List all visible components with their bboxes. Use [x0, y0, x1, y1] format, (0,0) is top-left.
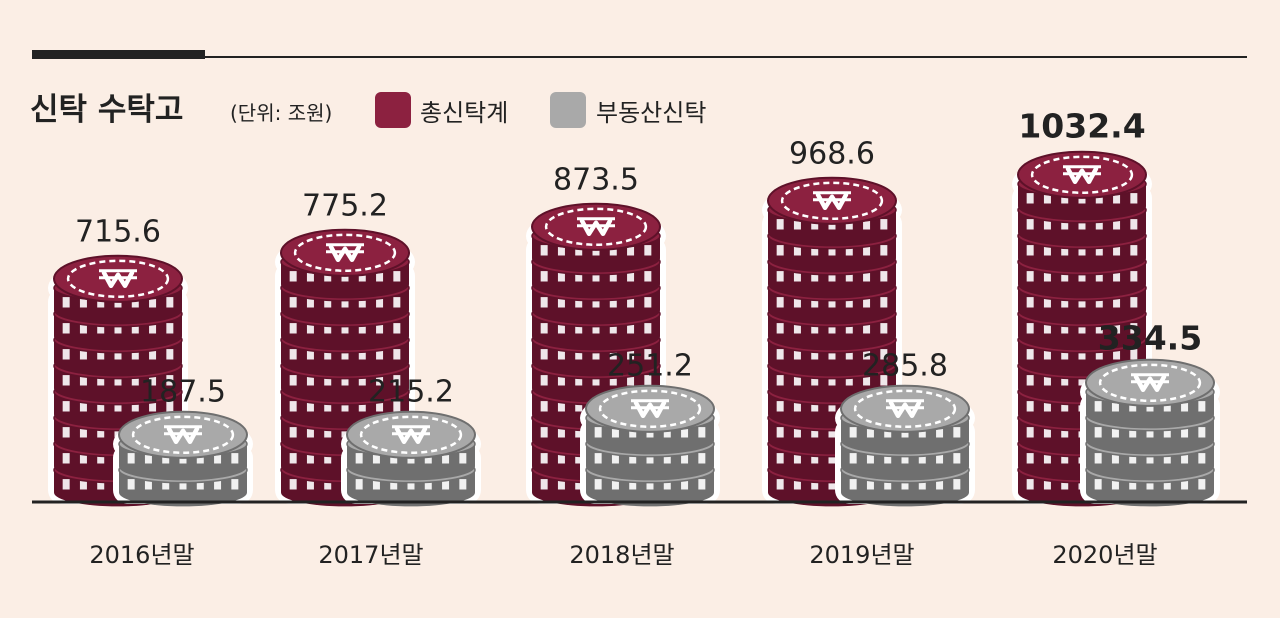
coin-stacks [48, 150, 1220, 507]
legend-swatch-realestate [550, 92, 586, 128]
category-label: 2017년말 [318, 541, 423, 569]
labels: 2016년말 715.6 187.5 2017년말 775.2 215.2 2018년말 87… [75, 107, 1202, 569]
category-label: 2020년말 [1052, 541, 1157, 569]
value-label-total: 775.2 [302, 189, 388, 224]
chart-title: 신탁 수탁고 [30, 92, 183, 128]
value-label-realestate: 187.5 [140, 375, 226, 410]
value-label-realestate: 334.5 [1098, 319, 1202, 358]
value-label-total: 1032.4 [1018, 107, 1145, 146]
category-label: 2018년말 [569, 541, 674, 569]
unit-label: (단위: 조원) [230, 101, 332, 125]
coin-stack-realestate-2 [580, 384, 720, 507]
legend-label-total: 총신탁계 [420, 99, 508, 127]
value-label-realestate: 215.2 [368, 375, 454, 410]
coin-stack-realestate-0 [113, 410, 253, 507]
category-label: 2019년말 [809, 541, 914, 569]
value-label-total: 715.6 [75, 215, 161, 250]
value-label-total: 873.5 [553, 163, 639, 198]
value-label-realestate: 251.2 [607, 349, 693, 384]
category-label: 2016년말 [89, 541, 194, 569]
header-rule-thick [32, 50, 205, 59]
coin-stack-realestate-4 [1080, 358, 1220, 507]
value-label-realestate: 285.8 [862, 349, 948, 384]
legend-label-realestate: 부동산신탁 [596, 99, 706, 127]
legend-swatch-total [375, 92, 411, 128]
coin-stack-realestate-1 [341, 410, 481, 507]
value-label-total: 968.6 [789, 137, 875, 172]
coin-stack-realestate-3 [835, 384, 975, 507]
